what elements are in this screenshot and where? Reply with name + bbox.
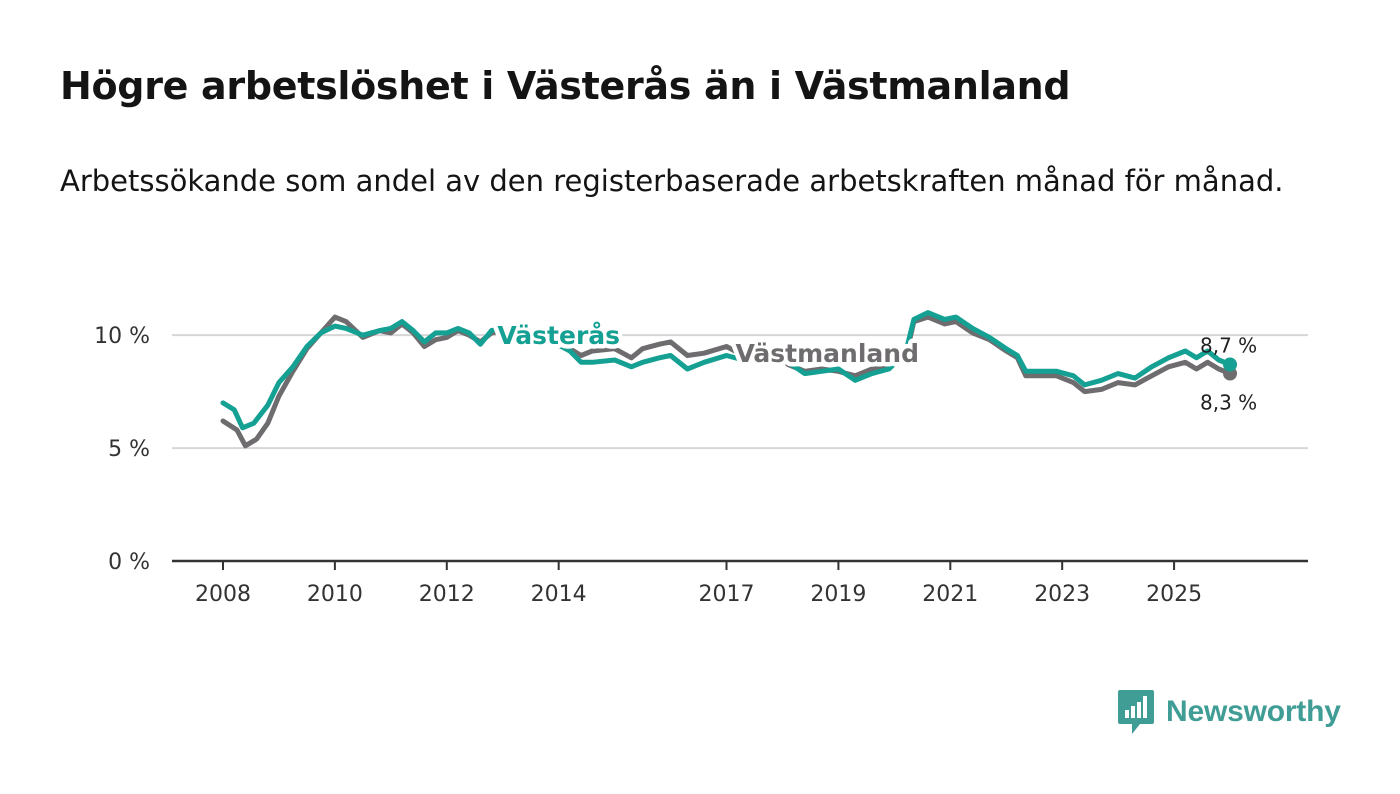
x-tick-label: 2012 <box>419 582 475 607</box>
x-tick-label: 2008 <box>195 582 251 607</box>
end-value-label-vastmanland: 8,3 % <box>1200 391 1257 415</box>
x-tick-label: 2014 <box>531 582 587 607</box>
x-tick-label: 2023 <box>1034 582 1090 607</box>
series-line-vasteras <box>220 310 1233 431</box>
chart-subtitle: Arbetssökande som andel av den registerb… <box>60 164 1284 198</box>
y-tick-label: 0 % <box>108 550 150 575</box>
x-tick-label: 2017 <box>699 582 755 607</box>
x-tick-label: 2019 <box>810 582 866 607</box>
x-tick-label: 2021 <box>922 582 978 607</box>
x-tick-label: 2025 <box>1146 582 1202 607</box>
y-tick-label: 10 % <box>94 324 150 349</box>
newsworthy-logo-icon <box>1118 690 1154 734</box>
series-endpoint-vasteras <box>1223 357 1238 372</box>
y-tick-label: 5 % <box>108 437 150 462</box>
series-label-vastmanland: Västmanland <box>735 339 919 368</box>
end-value-label-vasteras: 8,7 % <box>1200 334 1257 358</box>
series-lines <box>220 310 1238 449</box>
axes: 0 % 5 % 10 % 2008 2010 2012 2014 2017 2019 2021 20… <box>94 324 1308 607</box>
chart-title: Högre arbetslöshet i Västerås än i Västm… <box>60 64 1071 108</box>
series-label-vasteras: Västerås <box>497 321 620 350</box>
newsworthy-logo[interactable]: Newsworthy <box>1118 690 1341 734</box>
brand-name: Newsworthy <box>1166 695 1341 728</box>
labels: 8,3 % 8,7 % Västerås Västmanland <box>493 317 1257 415</box>
x-tick-label: 2010 <box>307 582 363 607</box>
